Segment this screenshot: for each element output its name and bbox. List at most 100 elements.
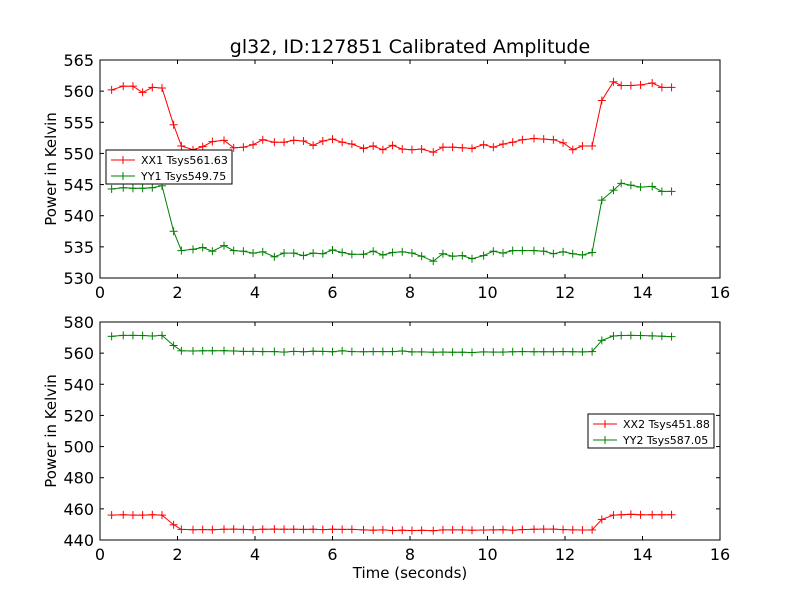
data-point-marker — [648, 79, 657, 88]
data-point-marker — [128, 511, 137, 520]
data-point-marker — [499, 525, 507, 534]
data-point-marker — [429, 348, 438, 357]
y-tick-label: 480 — [63, 469, 94, 488]
x-tick-label: 6 — [327, 283, 337, 302]
data-point-marker — [448, 143, 457, 152]
data-point-marker — [438, 348, 447, 357]
data-point-marker — [407, 347, 416, 356]
data-point-marker — [270, 525, 279, 534]
data-point-marker — [479, 251, 488, 260]
data-point-marker — [388, 141, 397, 150]
data-point-marker — [568, 525, 577, 534]
data-point-marker — [249, 140, 258, 149]
data-point-marker — [417, 252, 426, 261]
data-point-marker — [249, 525, 258, 534]
x-tick-label: 8 — [405, 283, 415, 302]
data-point-marker — [530, 347, 538, 356]
data-point-marker — [138, 88, 147, 97]
x-tick-label: 2 — [172, 545, 182, 564]
data-point-marker — [148, 83, 157, 92]
data-point-marker — [609, 332, 618, 341]
data-point-marker — [549, 135, 558, 144]
data-point-marker — [138, 331, 147, 340]
data-point-marker — [338, 346, 347, 355]
y-tick-label: 550 — [63, 144, 94, 163]
y-axis-label: Power in Kelvin — [42, 112, 60, 226]
data-point-marker — [299, 136, 308, 145]
data-point-marker — [359, 250, 368, 259]
data-point-marker — [458, 143, 467, 152]
data-point-marker — [438, 525, 447, 534]
data-point-marker — [438, 249, 447, 258]
data-point-marker — [289, 249, 298, 258]
x-tick-label: 8 — [405, 545, 415, 564]
data-point-marker — [609, 511, 618, 520]
data-point-marker — [369, 347, 378, 356]
data-point-marker — [119, 183, 128, 192]
legend-entry: XX2 Tsys451.88 — [593, 418, 710, 431]
data-point-marker — [239, 525, 248, 534]
data-point-marker — [667, 187, 676, 196]
data-point-marker — [578, 526, 587, 535]
data-point-marker — [280, 525, 289, 534]
data-point-marker — [617, 331, 626, 340]
data-point-marker — [189, 245, 197, 254]
data-point-marker — [309, 347, 318, 356]
data-point-marker — [508, 526, 517, 535]
data-point-marker — [388, 347, 397, 356]
data-point-marker — [518, 246, 527, 255]
data-point-marker — [198, 525, 207, 534]
series-xx2 — [107, 510, 676, 535]
data-point-marker — [597, 515, 606, 524]
data-point-marker — [347, 140, 356, 149]
data-point-marker — [518, 135, 527, 144]
data-point-marker — [657, 187, 666, 196]
data-point-marker — [448, 525, 457, 534]
data-point-marker — [270, 252, 279, 261]
data-point-marker — [318, 249, 327, 258]
data-point-marker — [617, 179, 626, 188]
data-point-marker — [220, 136, 228, 145]
data-point-marker — [530, 134, 538, 143]
data-point-marker — [499, 249, 507, 258]
data-point-marker — [398, 526, 407, 535]
series-yy2 — [107, 331, 676, 357]
data-point-marker — [378, 250, 387, 259]
data-point-marker — [559, 347, 568, 356]
data-point-marker — [369, 141, 378, 150]
x-tick-label: 10 — [477, 545, 497, 564]
x-tick-label: 4 — [250, 545, 260, 564]
data-point-marker — [407, 526, 416, 535]
x-tick-label: 6 — [327, 545, 337, 564]
data-point-marker — [177, 141, 186, 150]
data-point-marker — [559, 525, 568, 534]
data-point-marker — [229, 346, 238, 355]
data-point-marker — [648, 510, 657, 519]
data-point-marker — [398, 346, 407, 355]
chart-title: gl32, ID:127851 Calibrated Amplitude — [230, 36, 590, 58]
series-yy1 — [107, 179, 676, 266]
legend-entry: YY2 Tsys587.05 — [593, 434, 708, 447]
data-point-marker — [568, 145, 577, 154]
data-point-marker — [177, 246, 186, 255]
data-point-marker — [119, 331, 128, 340]
data-point-marker — [617, 510, 626, 519]
data-point-marker — [328, 347, 337, 356]
data-point-marker — [530, 246, 538, 255]
data-point-marker — [549, 249, 558, 258]
data-point-marker — [398, 247, 407, 256]
data-point-marker — [489, 348, 498, 357]
data-point-marker — [347, 525, 356, 534]
data-point-marker — [417, 347, 426, 356]
data-point-marker — [280, 348, 289, 357]
data-point-marker — [549, 525, 558, 534]
x-tick-label: 0 — [95, 545, 105, 564]
data-point-marker — [328, 135, 337, 144]
data-point-marker — [148, 510, 157, 519]
data-point-marker — [667, 83, 676, 92]
x-tick-label: 14 — [632, 545, 652, 564]
data-point-marker — [369, 247, 378, 256]
y-tick-label: 535 — [63, 238, 94, 257]
legend-label: XX2 Tsys451.88 — [623, 418, 710, 431]
data-point-marker — [138, 511, 147, 520]
